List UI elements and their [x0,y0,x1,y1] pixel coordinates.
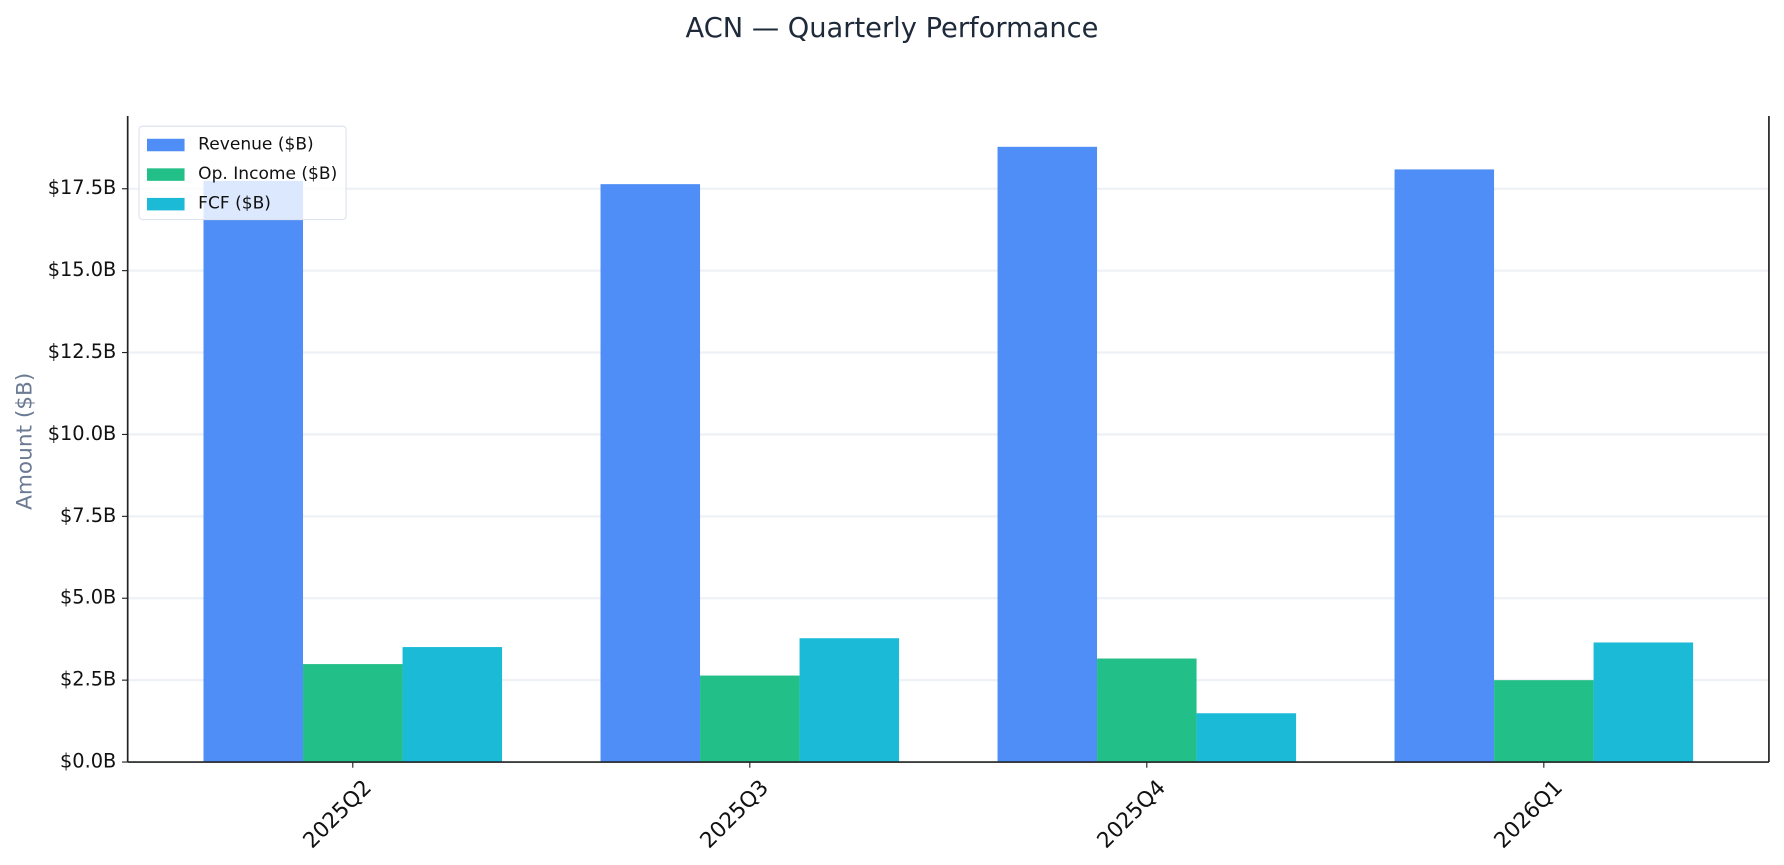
legend-label: Op. Income ($B) [198,164,337,184]
y-tick-label: $2.5B [60,668,116,691]
bar [303,664,403,763]
bar [997,146,1098,763]
bar [1494,680,1594,763]
legend-box [138,125,347,221]
bar [600,184,701,763]
x-tick-label: 2025Q4 [1093,775,1171,853]
bar [700,675,800,763]
y-tick-label: $10.0B [48,422,117,445]
legend-swatch [147,197,185,211]
chart-title: ACN — Quarterly Performance [686,13,1099,44]
bar [203,180,304,763]
y-tick-label: $5.0B [60,586,116,609]
bar [402,647,503,763]
legend-swatch [147,138,185,152]
legend: Revenue ($B) Op. Income ($B) FCF ($B) [138,125,347,221]
legend-label: FCF ($B) [198,194,271,214]
x-tick-label: 2026Q1 [1490,775,1568,853]
y-tick-label: $15.0B [48,258,117,281]
bar [1593,642,1694,763]
x-tick-label: 2025Q2 [299,775,377,853]
legend-label: Revenue ($B) [198,134,314,154]
bar [799,638,900,763]
y-tick-label: $12.5B [48,340,117,363]
legend-swatch [147,168,185,181]
bar [1394,169,1495,763]
bar [1097,658,1197,763]
y-tick-label: $17.5B [48,176,117,199]
bar [1196,713,1297,763]
y-tick-label: $0.0B [60,750,116,773]
y-tick-label: $7.5B [60,504,116,527]
y-axis-label: Amount ($B) [12,373,37,510]
x-tick-label: 2025Q3 [696,775,774,853]
